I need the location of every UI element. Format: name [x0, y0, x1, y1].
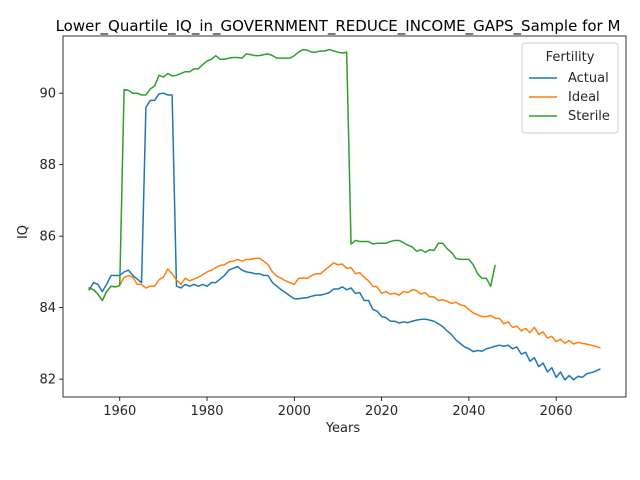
x-tick-label: 1960 [103, 404, 136, 419]
legend-entries: Actual Ideal Sterile [529, 71, 610, 124]
x-tick-label: 2000 [278, 404, 311, 419]
series-line-actual [88, 92, 601, 381]
axes-spines [62, 35, 627, 398]
chart-title: Lower_Quartile_IQ_in_GOVERNMENT_REDUCE_I… [56, 17, 621, 36]
y-axis-ticks: 82 84 86 88 90 [39, 87, 63, 388]
series-line-sterile [88, 48, 496, 302]
x-axis-label: Years [325, 421, 361, 436]
x-axis-ticks: 1960 1980 2000 2020 2040 2060 [103, 397, 573, 419]
x-tick-label: 2060 [540, 404, 573, 419]
x-tick-label: 1980 [190, 404, 223, 419]
legend-label-ideal: Ideal [568, 90, 600, 105]
series-lines [88, 48, 601, 381]
y-axis-label: IQ [16, 225, 31, 239]
y-tick-label: 86 [39, 230, 56, 245]
legend-title: Fertility [546, 50, 595, 65]
x-tick-label: 2040 [452, 404, 485, 419]
legend-label-actual: Actual [568, 71, 609, 86]
y-tick-label: 82 [39, 373, 56, 388]
axes-frame [62, 35, 627, 398]
legend-box [521, 42, 619, 134]
legend-label-sterile: Sterile [568, 109, 610, 124]
y-tick-label: 90 [39, 87, 56, 102]
legend: Fertility Actual Ideal Sterile [521, 42, 619, 134]
y-tick-label: 84 [39, 301, 56, 316]
y-tick-label: 88 [39, 158, 56, 173]
x-tick-label: 2020 [365, 404, 398, 419]
series-line-ideal [88, 257, 601, 349]
